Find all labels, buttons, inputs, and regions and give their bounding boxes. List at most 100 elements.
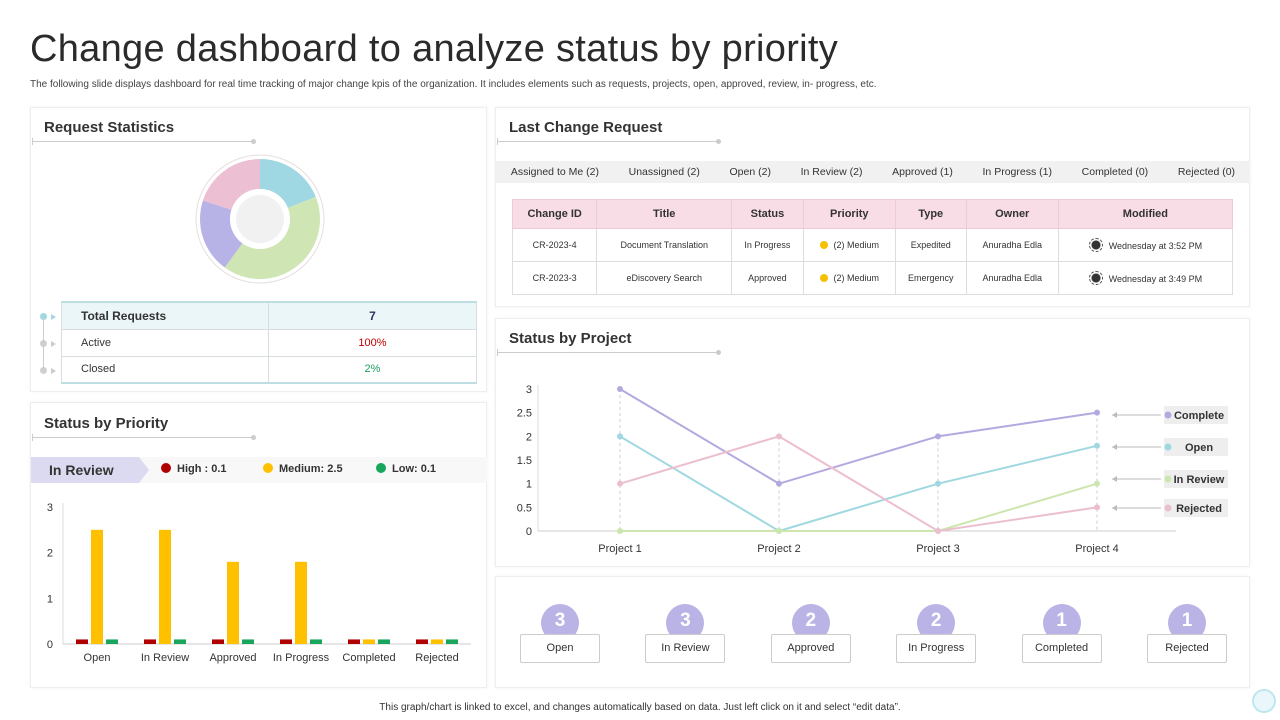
- tab-1[interactable]: Unassigned (2): [628, 166, 700, 178]
- page-title: Change dashboard to analyze status by pr…: [30, 28, 839, 70]
- panel-title: Status by Project: [509, 330, 632, 347]
- selected-status-tag[interactable]: In Review: [31, 457, 149, 483]
- cell-text: (2) Medium: [833, 240, 880, 250]
- tab-4[interactable]: Approved (1): [892, 166, 953, 178]
- status-label[interactable]: In Progress: [896, 634, 977, 663]
- legend-dot-icon: [376, 463, 386, 473]
- legend-box: [1164, 406, 1228, 424]
- y-tick-label: 2.5: [517, 408, 532, 420]
- status-label[interactable]: Rejected: [1147, 634, 1227, 663]
- row-label: Closed: [61, 355, 269, 384]
- bar-low: [174, 639, 186, 644]
- donut-segment-3: [202, 159, 260, 210]
- bar-medium: [227, 561, 239, 644]
- status-label[interactable]: Completed: [1021, 634, 1102, 663]
- cell-text: Document Translation: [620, 240, 708, 250]
- tab-6[interactable]: Completed (0): [1081, 166, 1149, 178]
- row-value: 100%: [268, 328, 477, 357]
- tab-2[interactable]: Open (2): [729, 166, 771, 178]
- table-row: Total Requests 7: [61, 301, 477, 330]
- status-counts-panel: 3 Open 3 In Review 2 Approved 2 In Progress 1 Com…: [495, 576, 1250, 688]
- priority-legend-band: In Review High : 0.1 Medium: 2.5 Low: 0.…: [31, 457, 487, 483]
- cell-text: Wednesday at 3:52 PM: [1108, 241, 1203, 251]
- bar-low: [106, 639, 118, 644]
- data-point: [776, 433, 782, 440]
- legend-label: Open: [1185, 442, 1213, 454]
- arrow-head-icon: [1112, 505, 1117, 511]
- series-line-open: [619, 435, 1098, 533]
- status-label[interactable]: In Review: [645, 634, 726, 663]
- clock-icon: [1088, 271, 1103, 285]
- last-change-request-panel: Last Change Request Assigned to Me (2) Un…: [495, 107, 1250, 307]
- cell-title: Document Translation: [596, 228, 733, 262]
- x-tick-label: Project 3: [916, 543, 959, 555]
- bar-low: [310, 639, 322, 644]
- column-header: Priority: [802, 199, 896, 229]
- status-label[interactable]: Approved: [770, 634, 851, 663]
- y-tick-label: 0: [526, 526, 532, 538]
- project-line-chart[interactable]: 0 0.5 1 1.5 2 2.5 3 Project 1 Project 2 Project 3…: [496, 369, 1251, 564]
- data-point: [1094, 480, 1100, 487]
- y-tick-label: 2: [47, 548, 53, 560]
- series-line-complete: [619, 388, 1098, 485]
- bar-high: [280, 639, 292, 644]
- status-label[interactable]: Open: [520, 634, 600, 663]
- table-row[interactable]: CR-2023-4 Document Translation In Progress…: [511, 228, 1234, 262]
- cell-text: CR-2023-3: [532, 273, 577, 283]
- row-label: Total Requests: [61, 301, 269, 330]
- cell-text: Wednesday at 3:49 PM: [1108, 274, 1203, 284]
- bar-low: [446, 639, 458, 644]
- bar-low: [378, 639, 390, 644]
- priority-dot-icon: [819, 241, 828, 249]
- row-value: 2%: [268, 355, 477, 384]
- priority-bar-chart[interactable]: 0 1 2 3 Open In Review Approved In Progress Comp…: [31, 493, 488, 673]
- legend-box: [1164, 470, 1228, 488]
- legend-dot: [1164, 443, 1172, 451]
- request-stats-table: Total Requests 7 Active 100% Closed 2%: [61, 301, 477, 384]
- y-tick-label: 1.5: [517, 455, 532, 467]
- change-request-table: Change ID Title Status Priority Type Owner Mod…: [511, 199, 1234, 295]
- x-tick-label: Completed: [342, 652, 395, 664]
- donut-center: [236, 195, 284, 243]
- table-row[interactable]: CR-2023-3 eDiscovery Search Approved (2) Me…: [511, 261, 1234, 295]
- cell-text: Expedited: [910, 240, 951, 250]
- column-header: Modified: [1057, 199, 1234, 229]
- series-line-rejected: [619, 435, 1098, 533]
- tab-0[interactable]: Assigned to Me (2): [510, 166, 599, 178]
- cell-text: eDiscovery Search: [626, 273, 702, 283]
- tab-5[interactable]: In Progress (1): [982, 166, 1052, 178]
- column-header: Title: [596, 199, 733, 229]
- data-point: [776, 528, 782, 534]
- legend-label: Rejected: [1176, 503, 1222, 515]
- cell-text: Approved: [748, 273, 787, 283]
- x-tick-label: Approved: [209, 652, 256, 664]
- data-point: [935, 480, 941, 487]
- column-header: Owner: [965, 199, 1059, 229]
- y-tick-label: 3: [47, 502, 53, 514]
- data-point: [935, 433, 941, 440]
- column-header: Change ID: [511, 199, 598, 229]
- data-point: [617, 528, 623, 534]
- x-tick-label: In Progress: [273, 652, 330, 664]
- cell-priority: (2) Medium: [802, 228, 896, 262]
- cell-text: Anuradha Edla: [982, 273, 1042, 283]
- cell-modified: Wednesday at 3:52 PM: [1057, 228, 1234, 262]
- footer-note: This graph/chart is linked to excel, and…: [379, 702, 901, 713]
- bar-medium: [91, 529, 103, 644]
- bar-medium: [363, 639, 375, 644]
- legend-dot: [1164, 475, 1172, 483]
- legend-dot: [1164, 411, 1172, 419]
- y-tick-label: 1: [526, 479, 532, 491]
- legend-medium: Medium: 2.5: [263, 463, 343, 475]
- help-bubble-icon[interactable]: [1252, 689, 1276, 713]
- tab-3[interactable]: In Review (2): [800, 166, 863, 178]
- data-point: [617, 480, 623, 487]
- row-value: 7: [268, 301, 477, 330]
- tab-7[interactable]: Rejected (0): [1177, 166, 1236, 178]
- table-row: Active 100%: [61, 328, 477, 357]
- status-by-project-panel: Status by Project 0 0.5 1 1.5 2 2.5 3 Project 1…: [495, 318, 1250, 567]
- y-tick-label: 0: [47, 639, 53, 651]
- x-tick-label: In Review: [141, 652, 189, 664]
- x-tick-label: Project 1: [598, 543, 641, 555]
- y-tick-label: 0.5: [517, 502, 532, 514]
